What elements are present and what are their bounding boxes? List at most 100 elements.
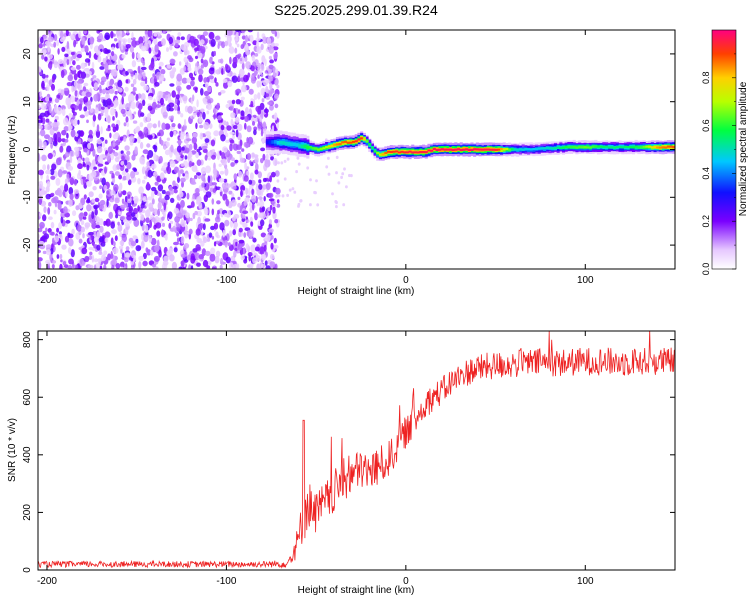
heatmap-noise-cell — [224, 213, 228, 217]
heatmap-noise-cell — [78, 202, 82, 208]
heatmap-noise-cell — [98, 193, 103, 199]
heatmap-ridge-cell — [274, 140, 278, 144]
heatmap-noise-cell — [129, 113, 133, 121]
heatmap-noise-cell — [255, 37, 261, 41]
heatmap-noise-cell — [49, 252, 53, 262]
heatmap-noise-cell — [190, 181, 197, 185]
heatmap-ridge-cell — [567, 146, 571, 149]
heatmap-noise-cell — [57, 48, 60, 55]
heatmap-noise-cell — [103, 106, 109, 114]
heatmap-noise-cell — [73, 39, 77, 48]
heatmap-noise-cell — [265, 86, 269, 92]
heatmap-noise-cell — [66, 41, 70, 50]
heatmap-noise-cell — [153, 224, 157, 230]
heatmap-noise-cell — [209, 187, 214, 193]
heatmap-noise-cell — [196, 262, 201, 267]
heatmap-noise-cell — [90, 234, 93, 241]
heatmap-noise-cell — [228, 190, 233, 195]
heatmap-noise-cell — [209, 253, 216, 262]
heatmap-ridge-cell — [658, 146, 662, 149]
heatmap-noise-cell — [119, 215, 126, 221]
heatmap-noise-cell — [244, 56, 248, 62]
heatmap-noise-cell — [234, 116, 240, 123]
heatmap-noise-cell — [250, 221, 254, 227]
heatmap-noise-cell — [288, 188, 292, 192]
heatmap-x-tick-label: 100 — [577, 275, 594, 286]
heatmap-noise-cell — [196, 172, 202, 176]
heatmap-noise-cell — [110, 107, 116, 116]
heatmap-noise-cell — [82, 157, 85, 162]
heatmap-noise-cell — [161, 38, 166, 46]
heatmap-noise-cell — [153, 153, 157, 161]
heatmap-noise-cell — [180, 219, 186, 228]
heatmap-noise-cell — [113, 152, 119, 157]
heatmap-noise-cell — [101, 141, 106, 148]
heatmap-ridge-cell — [384, 151, 388, 154]
snr-y-tick-label: 800 — [22, 331, 33, 348]
heatmap-noise-cell — [182, 95, 188, 102]
heatmap-noise-cell — [47, 41, 52, 46]
heatmap-noise-cell — [59, 37, 65, 43]
heatmap-noise-cell — [188, 264, 192, 269]
heatmap-noise-cell — [43, 206, 47, 214]
heatmap-noise-cell — [163, 202, 167, 211]
heatmap-noise-cell — [79, 258, 85, 267]
heatmap-noise-cell — [188, 160, 193, 168]
heatmap-noise-cell — [47, 265, 51, 269]
heatmap-ridge-cell — [545, 146, 549, 149]
heatmap-noise-cell — [128, 205, 133, 214]
heatmap-noise-cell — [240, 110, 245, 117]
heatmap-noise-cell — [138, 36, 144, 45]
heatmap-ridge-cell — [553, 147, 557, 150]
heatmap-noise-cell — [259, 262, 263, 269]
heatmap-noise-cell — [49, 105, 52, 114]
heatmap-noise-cell — [95, 224, 101, 229]
heatmap-noise-cell — [176, 145, 182, 153]
heatmap-noise-cell — [260, 130, 264, 137]
heatmap-ridge-cell — [661, 146, 665, 149]
heatmap-noise-cell — [186, 138, 192, 142]
heatmap-noise-cell — [269, 261, 276, 268]
heatmap-noise-cell — [210, 225, 215, 231]
heatmap-ridge-cell — [287, 142, 291, 146]
heatmap-noise-cell — [80, 220, 85, 226]
heatmap-noise-cell — [162, 222, 165, 227]
heatmap-noise-cell — [64, 212, 70, 218]
heatmap-noise-cell — [80, 130, 84, 138]
snr-line — [38, 331, 675, 569]
heatmap-ridge-cell — [265, 140, 269, 145]
heatmap-noise-cell — [164, 194, 170, 201]
heatmap-ridge-cell — [319, 147, 323, 150]
heatmap-noise-cell — [42, 49, 47, 55]
heatmap-noise-cell — [38, 124, 43, 130]
heatmap-noise-cell — [267, 43, 271, 48]
heatmap-noise-cell — [230, 199, 237, 207]
heatmap-noise-cell — [261, 98, 265, 103]
heatmap-noise-cell — [240, 44, 245, 50]
heatmap-ridge-cell — [521, 148, 525, 151]
heatmap-noise-cell — [196, 111, 200, 118]
heatmap-noise-cell — [180, 177, 186, 183]
heatmap-noise-cell — [73, 189, 80, 194]
heatmap-noise-cell — [77, 163, 83, 170]
heatmap-noise-cell — [148, 47, 152, 54]
heatmap-noise-cell — [138, 186, 144, 195]
heatmap-noise-cell — [46, 174, 49, 181]
heatmap-ridge-cell — [435, 148, 439, 151]
heatmap-noise-cell — [235, 99, 241, 105]
heatmap-noise-cell — [58, 222, 62, 230]
heatmap-noise-cell — [112, 247, 119, 254]
heatmap-noise-cell — [59, 145, 64, 153]
heatmap-noise-cell — [209, 56, 213, 64]
heatmap-noise-cell — [199, 39, 205, 45]
heatmap-noise-cell — [151, 163, 157, 169]
heatmap-noise-cell — [103, 264, 107, 269]
heatmap-noise-cell — [249, 262, 254, 269]
heatmap-noise-cell — [97, 258, 101, 266]
heatmap-noise-cell — [191, 136, 197, 144]
heatmap-noise-cell — [147, 105, 153, 111]
heatmap-ridge-cell — [645, 145, 649, 148]
heatmap-noise-cell — [98, 218, 104, 226]
heatmap-noise-cell — [112, 178, 116, 184]
heatmap-noise-cell — [81, 37, 85, 45]
